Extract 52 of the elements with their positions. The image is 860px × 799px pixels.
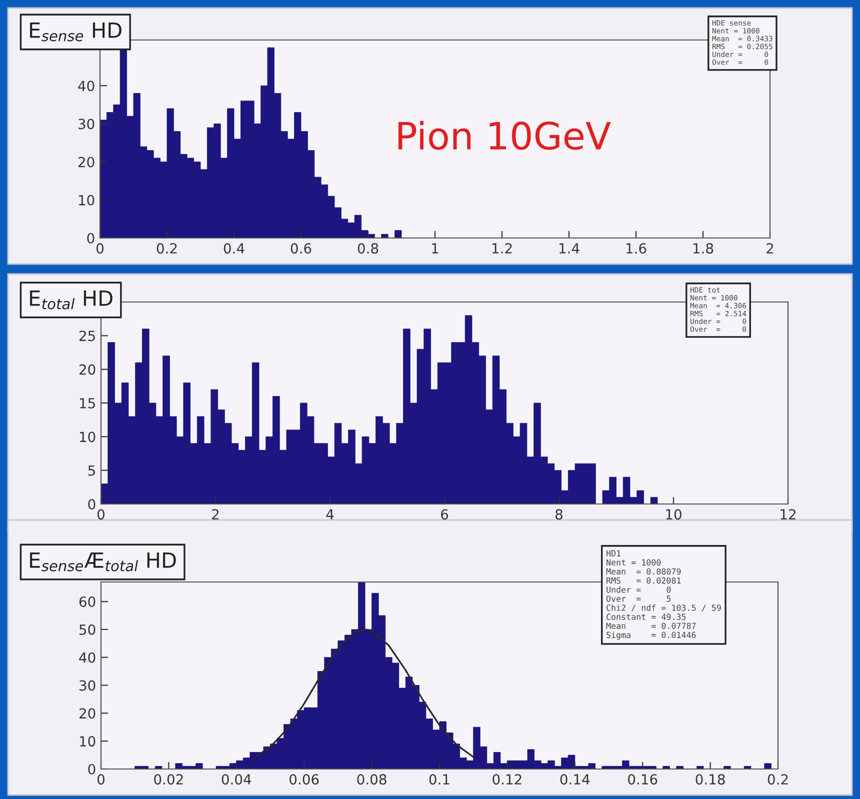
x-tick-label: 0 (97, 509, 104, 520)
y-tick-label: 50 (80, 624, 96, 635)
y-tick-label: 10 (80, 736, 96, 747)
x-tick-label: 1.6 (626, 243, 646, 254)
x-tick-label: 4 (326, 509, 334, 520)
y-tick-label: 20 (79, 364, 96, 375)
x-tick-label: 0.1 (429, 774, 450, 785)
x-tick-label: 1.8 (693, 243, 714, 254)
x-tick-label: 0.06 (290, 774, 319, 785)
x-tick-label: 10 (666, 509, 682, 520)
x-tick-label: 0 (97, 774, 104, 785)
x-tick-label: 0.2 (768, 774, 788, 785)
y-tick-label: 0 (88, 764, 96, 774)
y-tick-label: 60 (79, 596, 96, 608)
y-tick-label: 30 (80, 680, 96, 691)
x-tick-label: 1.2 (492, 243, 512, 254)
y-tick-label: 0 (88, 498, 96, 510)
y-tick-label: 20 (79, 708, 96, 719)
y-tick-label: 10 (80, 432, 96, 442)
x-tick-label: 0.14 (560, 774, 590, 785)
annotation: Pion 10GeV (398, 120, 611, 150)
y-tick-label: 20 (78, 156, 94, 168)
x-tick-label: 0.4 (224, 243, 244, 254)
x-tick-label: 0.2 (156, 243, 177, 254)
y-tick-label: 15 (80, 398, 95, 408)
x-tick-label: 6 (441, 509, 448, 520)
y-tick-label: 25 (79, 330, 95, 342)
x-tick-label: 0.8 (358, 243, 378, 254)
x-tick-label: 0.18 (696, 774, 725, 785)
x-tick-label: 2 (212, 509, 219, 520)
chart-title: E$_{sense}$ HD (30, 22, 122, 42)
y-tick-label: 10 (78, 194, 94, 206)
x-tick-label: 1.4 (559, 243, 580, 254)
x-tick-label: 12 (780, 509, 796, 520)
x-tick-label: 0 (96, 243, 104, 254)
y-tick-label: 40 (79, 652, 96, 663)
y-tick-label: 30 (78, 118, 94, 130)
x-tick-label: 0.6 (290, 243, 312, 254)
x-tick-label: 0.08 (357, 774, 386, 785)
x-tick-label: 1 (432, 243, 438, 254)
x-tick-label: 0.12 (492, 774, 522, 785)
x-tick-label: 2 (766, 243, 774, 254)
x-tick-label: 0.16 (628, 774, 658, 785)
text: HD1 Nent = 1000 Mean = 0.08079 RMS = 0.02081 Under = 0 Over = 5 Chi2 / ndf = 103.5 / 59 Constant = 49.35 Mean = 0.07787 Sigma = 0.01446 (606, 550, 721, 640)
chart-title: E$_{sense}$Æ$_{total}$ HD (30, 552, 176, 572)
x-tick-label: 8 (556, 509, 562, 520)
y-tick-label: 40 (78, 80, 94, 92)
x-tick-label: 0.04 (222, 774, 252, 785)
y-tick-label: 0 (87, 232, 94, 244)
y-tick-label: 5 (88, 465, 95, 476)
chart-title: E$_{total}$ HD (30, 290, 112, 310)
x-tick-label: 0.02 (154, 774, 183, 785)
